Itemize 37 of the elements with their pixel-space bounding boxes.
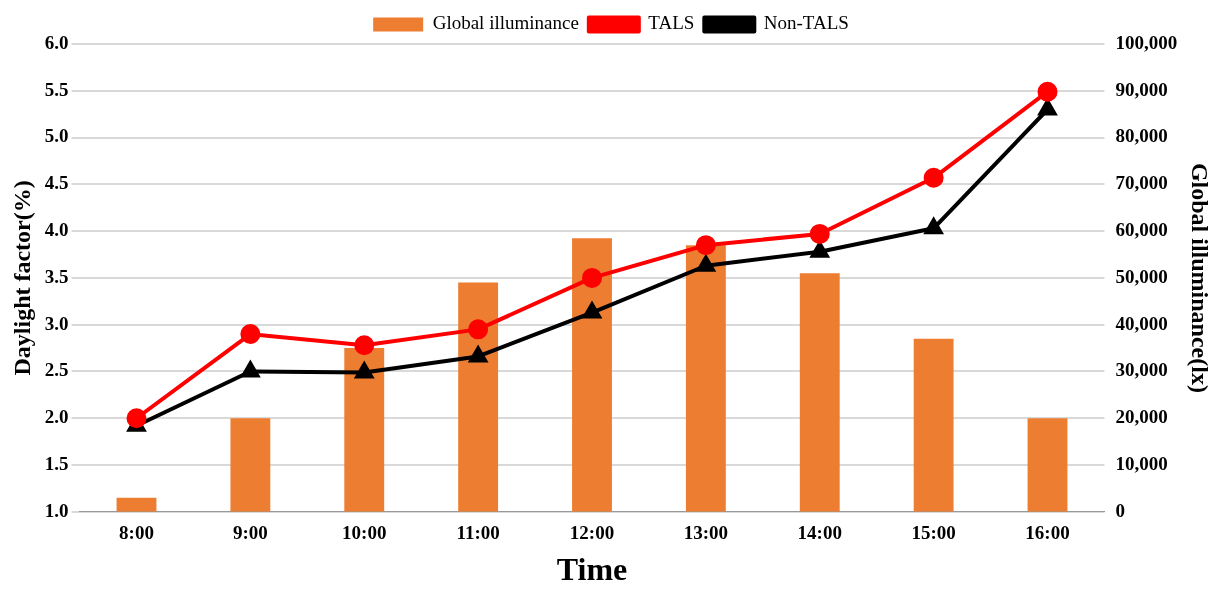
legend-label: Global illuminance — [432, 12, 579, 34]
y2-tick-label: 70,000 — [1115, 172, 1168, 194]
x-axis-title: Time — [556, 551, 628, 588]
y2-tick-label: 90,000 — [1115, 78, 1168, 100]
y2-tick-label: 60,000 — [1115, 219, 1168, 241]
y2-tick-label: 0 — [1115, 499, 1125, 521]
legend-label: Non-TALS — [763, 12, 849, 34]
y-tick-label: 3.5 — [44, 265, 69, 287]
y-axis-title: Daylight factor(%) — [8, 180, 35, 376]
x-tick-label: 14:00 — [797, 522, 842, 544]
y2-tick-label: 40,000 — [1115, 312, 1168, 334]
y-tick-label: 3.0 — [44, 312, 69, 334]
x-tick-label: 11:00 — [456, 522, 500, 544]
x-tick-label: 13:00 — [683, 522, 729, 544]
y-tick-label: 4.5 — [44, 172, 69, 194]
x-tick-label: 12:00 — [569, 522, 615, 544]
x-tick-label: 15:00 — [911, 522, 956, 544]
x-tick-label: 8:00 — [119, 522, 154, 544]
y2-tick-label: 30,000 — [1115, 359, 1168, 381]
y-tick-label: 6.0 — [44, 31, 69, 53]
x-tick-label: 9:00 — [232, 522, 268, 544]
y-tick-label: 5.0 — [44, 125, 69, 147]
x-tick-label: 10:00 — [342, 522, 387, 544]
y-tick-label: 1.0 — [44, 499, 69, 521]
y-tick-label: 1.5 — [44, 452, 69, 474]
x-tick-label: 16:00 — [1025, 522, 1070, 544]
y2-tick-label: 20,000 — [1115, 406, 1168, 428]
y-tick-label: 4.0 — [44, 219, 69, 241]
legend-label: TALS — [648, 12, 695, 34]
y-tick-label: 2.0 — [44, 406, 69, 428]
y2-tick-label: 80,000 — [1115, 125, 1168, 147]
y2-axis-title: Global illuminance(lx) — [1187, 162, 1214, 393]
y-tick-label: 5.5 — [44, 78, 69, 100]
y2-tick-label: 50,000 — [1115, 265, 1168, 287]
y2-tick-label: 10,000 — [1115, 452, 1168, 474]
y-tick-label: 2.5 — [44, 359, 69, 381]
y2-tick-label: 100,000 — [1115, 31, 1178, 53]
